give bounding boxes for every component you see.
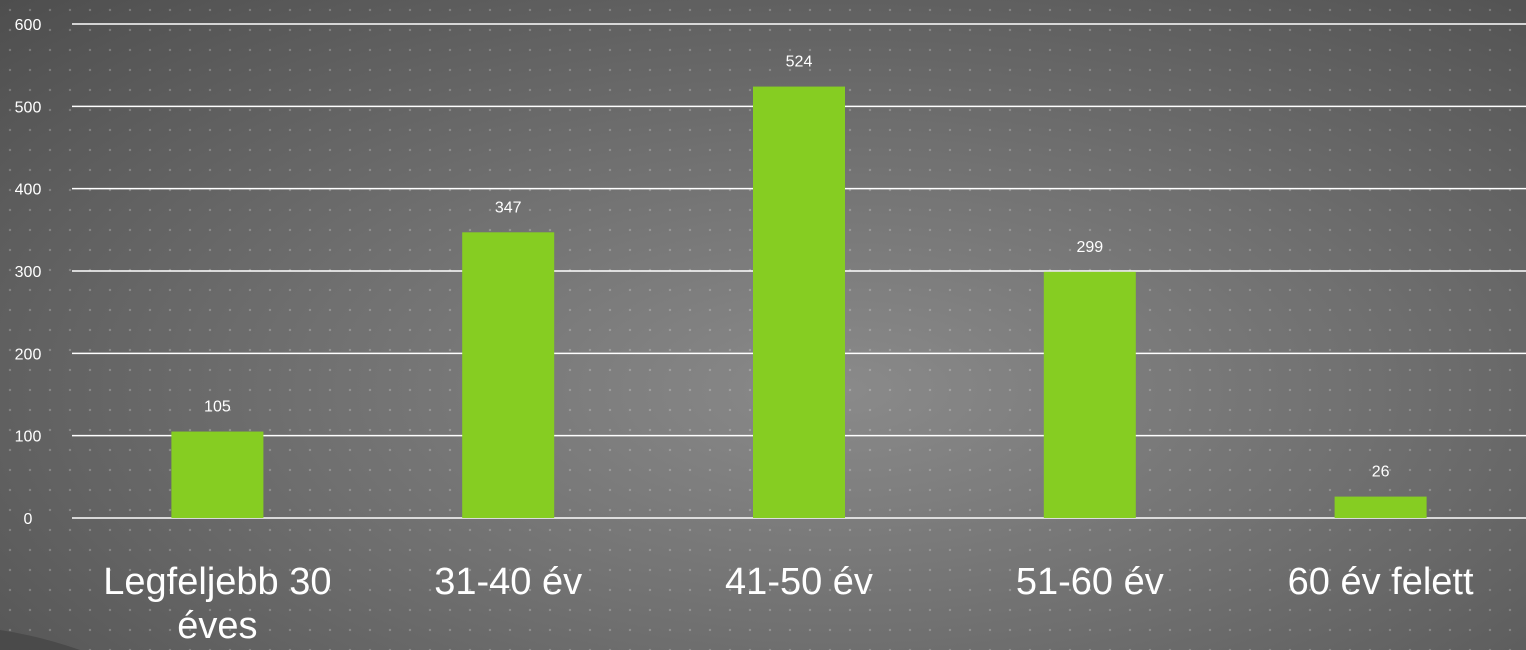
category-label: 51-60 év [1016,561,1164,603]
data-labels: 105 347 524 299 26 [204,54,1390,481]
category-label: Legfeljebb 30 [103,561,331,603]
data-label: 299 [1076,239,1103,256]
y-tick-label: 500 [15,99,42,116]
y-tick-label: 600 [15,17,42,34]
y-tick-label: 0 [24,511,33,528]
category-label: 41-50 év [725,561,873,603]
bar [462,232,555,518]
category-label: 31-40 év [434,561,582,603]
bar [1043,271,1136,518]
bar [171,431,264,518]
data-label: 26 [1372,464,1390,481]
bars [171,86,1427,518]
y-tick-label: 400 [15,182,42,199]
y-axis-tick-labels: 0 100 200 300 400 500 600 [15,17,42,528]
data-label: 347 [495,199,522,216]
y-tick-label: 100 [15,429,42,446]
category-label: 60 év felett [1288,561,1474,603]
y-tick-label: 200 [15,346,42,363]
bar [1334,496,1427,518]
data-label: 105 [204,399,231,416]
category-label: éves [177,605,257,647]
y-tick-label: 300 [15,264,42,281]
bar [753,86,845,518]
data-label: 524 [786,54,813,71]
